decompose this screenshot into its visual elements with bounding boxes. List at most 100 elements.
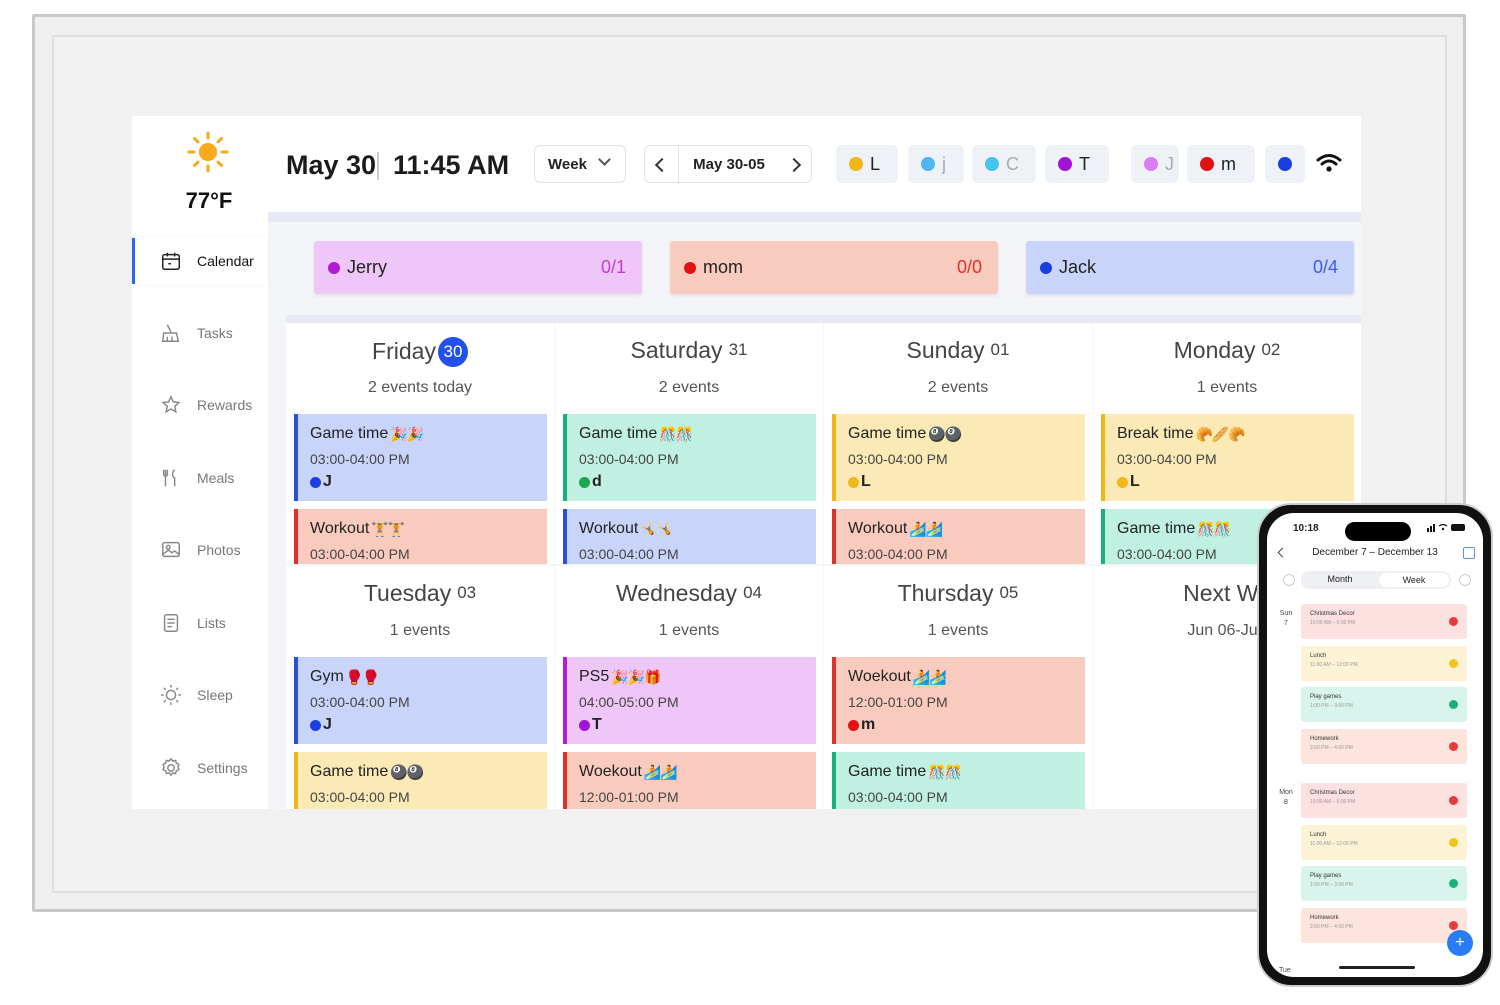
broom-icon (159, 321, 183, 345)
next-week-button[interactable] (777, 146, 811, 184)
event-card[interactable]: Game time 🎊🎊 03:00-04:00 PM d (563, 414, 816, 501)
event-card[interactable]: Workout 🏄🏄 03:00-04:00 PM (832, 509, 1085, 564)
member-color-dot (1040, 261, 1052, 274)
member-color-dot (328, 261, 340, 274)
month-tab[interactable]: Month (1327, 574, 1353, 584)
day-column[interactable]: Thursday 05 1 events Woekout 🏄🏄 12:00-01:00 P… (824, 566, 1092, 809)
day-column[interactable]: Friday 30 2 events today Game time 🎉🎉 03:00-0… (286, 323, 554, 564)
phone-event-dot (1449, 921, 1458, 930)
phone-screen: 10:18 December 7 – December 13 Month Wee… (1267, 513, 1483, 977)
event-card[interactable]: Break time 🥐🥖🥐 03:00-04:00 PM L (1101, 414, 1354, 501)
event-card[interactable]: Workout 🤸🤸 03:00-04:00 PM (563, 509, 816, 564)
next-circle-icon[interactable] (1459, 574, 1471, 586)
phone-event-time: 11:00 AM – 12:00 PM (1310, 662, 1358, 668)
phone-event-title: Play games (1310, 694, 1342, 700)
prev-circle-icon[interactable] (1283, 574, 1295, 586)
event-title: Gym (310, 668, 344, 685)
day-column[interactable]: Wednesday 04 1 events PS5 🎉🎉🎁 04:00-05:00 PM T… (555, 566, 823, 809)
day-name: Tuesday (363, 580, 452, 606)
member-filter-chip[interactable]: L (836, 145, 898, 183)
sidebar-item-calendar[interactable]: Calendar (132, 238, 268, 284)
assignee-initial: L (861, 473, 871, 490)
event-emoji: 🎊🎊 (928, 763, 962, 780)
member-filter-chip[interactable] (1265, 145, 1305, 183)
day-column[interactable]: Sunday 01 2 events Game time 🎱🎱 03:00-04:00 P… (824, 323, 1092, 564)
event-emoji: 🎉🎉 (390, 425, 424, 442)
member-filter-chip[interactable]: T (1045, 145, 1109, 183)
event-time: 03:00-04:00 PM (579, 451, 679, 467)
status-icons (1427, 523, 1465, 532)
sidebar-item-rewards[interactable]: Rewards (132, 382, 268, 428)
phone-event-time: 2:00 PM – 4:00 PM (1310, 924, 1353, 930)
sidebar-item-settings[interactable]: Settings (132, 745, 268, 791)
add-event-button[interactable]: + (1447, 930, 1473, 956)
event-card[interactable]: Game time 🎉🎉 03:00-04:00 PM J (294, 414, 547, 501)
event-title-row: Workout 🤸🤸 (579, 520, 816, 538)
event-emoji: 🎱🎱 (390, 763, 424, 780)
event-card[interactable]: Gym 🥊🥊 03:00-04:00 PM J (294, 657, 547, 744)
member-filter-chip[interactable]: j (908, 145, 964, 183)
sidebar-item-lists[interactable]: Lists (132, 600, 268, 646)
member-filter-chip[interactable]: C (972, 145, 1036, 183)
event-count: 1 events (389, 622, 451, 639)
sidebar-item-meals[interactable]: Meals (132, 455, 268, 501)
phone-event-card[interactable]: Play games 1:00 PM – 3:00 PM (1301, 866, 1467, 901)
member-filter-chip[interactable]: J (1131, 145, 1179, 183)
event-card[interactable]: Workout 🏋️🏋️ 03:00-04:00 PM (294, 509, 547, 564)
member-filter-chip[interactable]: m (1187, 145, 1255, 183)
utensils-icon (159, 466, 183, 490)
event-assignee: d (579, 473, 816, 491)
member-task-card[interactable]: Jack 0/4 (1026, 241, 1354, 294)
event-card[interactable]: Game time 🎊🎊 03:00-04:00 PM (832, 752, 1085, 809)
day-header: Sunday 01 (824, 337, 1092, 364)
member-color-dot (1278, 157, 1292, 171)
calendar-icon[interactable] (1463, 547, 1475, 559)
event-card[interactable]: PS5 🎉🎉🎁 04:00-05:00 PM T (563, 657, 816, 744)
event-assignee: L (1117, 473, 1354, 491)
view-select[interactable]: Week (534, 145, 626, 183)
task-progress: 0/4 (1312, 257, 1338, 277)
event-title: Game time (310, 425, 389, 442)
phone-event-card[interactable]: Homework 2:00 PM – 4:00 PM (1301, 729, 1467, 764)
phone-event-card[interactable]: Lunch 11:00 AM – 12:00 PM (1301, 825, 1467, 860)
sun-day-number: 7 (1284, 620, 1288, 627)
current-time: 11:45 AM (393, 150, 510, 180)
phone-event-dot (1449, 838, 1458, 847)
phone-event-card[interactable]: Homework 2:00 PM – 4:00 PM (1301, 908, 1467, 943)
phone-event-title: Play games (1310, 873, 1342, 879)
sidebar-item-label: Lists (197, 615, 226, 631)
sun-day-name: Sun (1279, 610, 1293, 617)
event-card[interactable]: Game time 🎱🎱 03:00-04:00 PM (294, 752, 547, 809)
sidebar-item-photos[interactable]: Photos (132, 527, 268, 573)
day-column[interactable]: Monday 02 1 events Break time 🥐🥖🥐 03:00-04:00… (1093, 323, 1361, 564)
today-badge: 30 (437, 337, 468, 367)
phone-event-card[interactable]: Christmas Decor 10:00 AM – 6:00 PM (1301, 783, 1467, 818)
member-task-card[interactable]: mom 0/0 (670, 241, 998, 294)
previous-week-button[interactable] (645, 146, 679, 184)
phone-event-title: Christmas Decor (1310, 611, 1355, 617)
assignee-initial: d (592, 473, 602, 490)
event-title-row: Game time 🎊🎊 (1117, 520, 1354, 538)
event-title: PS5 (579, 668, 610, 685)
event-card[interactable]: Woekout 🏄🏄 12:00-01:00 PM m (832, 657, 1085, 744)
member-name: Jack (1059, 257, 1097, 277)
week-tab[interactable]: Week (1379, 573, 1449, 587)
phone-event-card[interactable]: Christmas Decor 10:00 AM – 6:00 PM (1301, 604, 1467, 639)
day-column[interactable]: Tuesday 03 1 events Gym 🥊🥊 03:00-04:00 PM J Gam… (286, 566, 554, 809)
sidebar-item-tasks[interactable]: Tasks (132, 310, 268, 356)
sidebar-item-sleep[interactable]: Sleep (132, 672, 268, 718)
member-filter-label: J (1165, 153, 1174, 174)
calendar-icon (159, 249, 183, 273)
date-range-navigator: May 30-05 (644, 145, 812, 184)
event-card[interactable]: Game time 🎱🎱 03:00-04:00 PM L (832, 414, 1085, 501)
event-card[interactable]: Woekout 🏄🏄 12:00-01:00 PM (563, 752, 816, 809)
day-name: Monday (1173, 337, 1256, 363)
event-emoji: 🏄🏄 (912, 668, 947, 685)
day-column[interactable]: Saturday 31 2 events Game time 🎊🎊 03:00-04:00… (555, 323, 823, 564)
phone-event-card[interactable]: Play games 1:00 PM – 3:00 PM (1301, 687, 1467, 722)
member-task-card[interactable]: Jerry 0/1 (314, 241, 642, 294)
phone-event-card[interactable]: Lunch 11:00 AM – 12:00 PM (1301, 646, 1467, 681)
chevron-right-icon (786, 157, 802, 173)
event-title-row: Game time 🎉🎉 (310, 425, 547, 443)
member-color-dot (1200, 157, 1214, 171)
